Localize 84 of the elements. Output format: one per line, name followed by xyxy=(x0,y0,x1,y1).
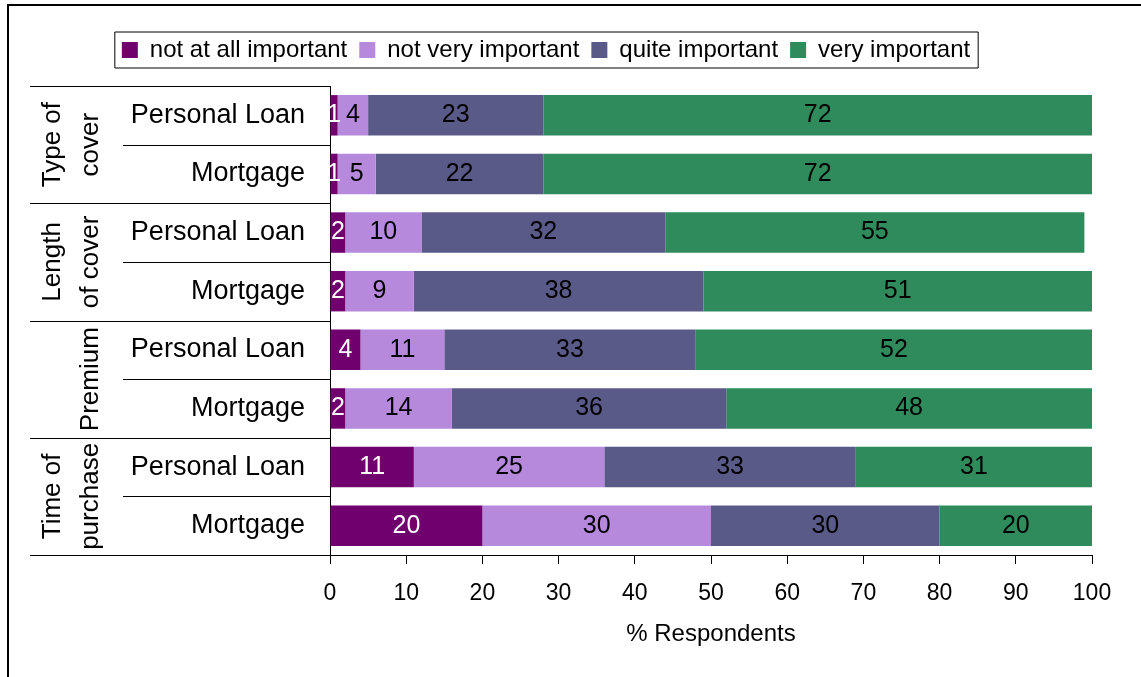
bar xyxy=(451,388,727,429)
data-label: 1 xyxy=(327,99,342,128)
x-tick-label: 40 xyxy=(622,579,648,606)
x-tick-label: 20 xyxy=(469,579,496,606)
bar xyxy=(444,329,696,371)
data-label: 33 xyxy=(556,333,584,362)
y-tick-label: Mortgage xyxy=(190,157,305,188)
bar xyxy=(543,153,1092,195)
data-label: 2 xyxy=(330,216,345,245)
data-label: 9 xyxy=(372,275,387,304)
bar xyxy=(368,95,544,136)
x-tick-label: 30 xyxy=(545,579,572,606)
data-label: 11 xyxy=(359,450,386,479)
data-label: 4 xyxy=(338,333,353,362)
data-label: 10 xyxy=(369,216,398,245)
data-label: 36 xyxy=(575,392,603,421)
data-label: 22 xyxy=(445,157,474,186)
data-label: 51 xyxy=(883,275,912,304)
data-label: 2 xyxy=(330,275,345,304)
data-label: 33 xyxy=(716,450,744,479)
bar xyxy=(855,446,1092,488)
text: Length of cover xyxy=(36,215,105,309)
x-tick-label: 50 xyxy=(698,579,724,606)
x-tick-label: 70 xyxy=(850,579,877,606)
bar xyxy=(703,270,1092,312)
data-label: 31 xyxy=(959,450,988,479)
bar xyxy=(695,329,1092,371)
data-label: 2 xyxy=(330,392,345,421)
y-tick-label: Personal Loan xyxy=(130,333,305,364)
bar xyxy=(665,212,1085,253)
data-label: 52 xyxy=(879,333,908,362)
bar xyxy=(345,212,422,253)
data-label: 5 xyxy=(349,157,364,186)
y-tick-label: Mortgage xyxy=(190,391,305,422)
legend-label: very important xyxy=(818,34,971,62)
x-tick-label: 10 xyxy=(393,579,419,606)
data-label: 32 xyxy=(529,216,558,245)
bar xyxy=(482,505,711,546)
data-label: 11 xyxy=(389,333,416,362)
y-tick-label: Mortgage xyxy=(190,274,305,305)
bar xyxy=(604,446,856,488)
bar xyxy=(726,388,1092,429)
legend-label: not at all important xyxy=(149,34,348,62)
bar xyxy=(413,446,605,488)
text: Time of purchase xyxy=(36,442,105,550)
data-label: 20 xyxy=(392,509,421,538)
text: Premium xyxy=(74,327,105,432)
y-tick-label: Personal Loan xyxy=(130,98,305,129)
data-label: 30 xyxy=(582,509,611,538)
bar xyxy=(711,505,940,546)
legend-label: not very important xyxy=(387,34,580,62)
bar xyxy=(345,270,414,312)
x-tick-label: 0 xyxy=(323,579,337,606)
bar xyxy=(360,329,445,371)
bar xyxy=(543,95,1092,136)
bar xyxy=(330,505,483,546)
data-label: 72 xyxy=(803,99,832,128)
bar xyxy=(375,153,544,195)
x-tick-label: 100 xyxy=(1072,579,1112,606)
y-tick-label: Mortgage xyxy=(190,509,305,540)
x-axis-title: % Respondents xyxy=(626,619,796,647)
data-label: 23 xyxy=(441,99,470,128)
y-tick-label: Personal Loan xyxy=(130,216,305,247)
data-label: 30 xyxy=(811,509,840,538)
bar xyxy=(421,212,666,253)
data-label: 1 xyxy=(327,157,342,186)
x-tick-label: 90 xyxy=(1003,579,1029,606)
data-label: 4 xyxy=(345,99,360,128)
data-label: 48 xyxy=(895,392,924,421)
data-label: 55 xyxy=(860,216,889,245)
data-label: 72 xyxy=(803,157,832,186)
bar xyxy=(330,446,414,488)
bar xyxy=(413,270,704,312)
x-tick-label: 60 xyxy=(774,579,800,606)
data-label: 20 xyxy=(1001,509,1030,538)
legend-label: quite important xyxy=(619,34,779,62)
data-label: 38 xyxy=(544,275,573,304)
data-label: 25 xyxy=(495,450,523,479)
data-label: 14 xyxy=(384,392,413,421)
text: Type of cover xyxy=(36,101,105,188)
y-tick-label: Personal Loan xyxy=(130,450,305,481)
bar xyxy=(345,388,452,429)
x-tick-label: 80 xyxy=(926,579,953,606)
bar xyxy=(939,505,1092,546)
